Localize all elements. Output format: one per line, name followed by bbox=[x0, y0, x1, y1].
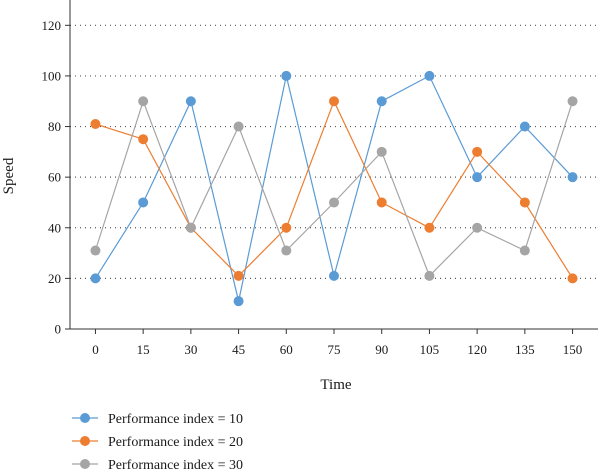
data-point bbox=[233, 270, 244, 281]
legend-marker bbox=[80, 459, 90, 469]
data-point bbox=[376, 146, 387, 157]
legend-label: Performance index = 10 bbox=[108, 412, 243, 427]
y-tick-label: 120 bbox=[42, 18, 62, 33]
x-tick-label: 0 bbox=[92, 342, 99, 357]
data-point bbox=[329, 270, 339, 281]
data-point bbox=[376, 197, 387, 208]
data-point bbox=[281, 70, 292, 81]
data-point bbox=[233, 296, 244, 307]
data-point bbox=[90, 245, 101, 256]
series-3 bbox=[90, 96, 578, 281]
y-tick-label: 80 bbox=[48, 119, 61, 134]
x-tick-label: 120 bbox=[467, 342, 487, 357]
data-point bbox=[472, 222, 483, 233]
series-1 bbox=[90, 70, 578, 307]
legend-label: Performance index = 30 bbox=[108, 458, 243, 473]
grid-lines bbox=[70, 24, 598, 279]
x-tick-label: 150 bbox=[563, 342, 583, 357]
x-tick-label: 135 bbox=[515, 342, 535, 357]
data-point bbox=[90, 273, 101, 284]
y-tick-label: 20 bbox=[48, 271, 61, 286]
y-axis-label: Speed bbox=[1, 157, 17, 194]
series-line bbox=[94, 99, 574, 277]
data-point bbox=[329, 197, 339, 208]
x-tick-label: 45 bbox=[232, 342, 245, 357]
legend-item: Performance index = 30 bbox=[72, 458, 243, 473]
series-2 bbox=[90, 96, 578, 284]
legend-marker bbox=[80, 436, 90, 446]
data-point bbox=[567, 273, 578, 284]
series-line bbox=[94, 75, 574, 302]
y-tick-label: 40 bbox=[48, 220, 61, 235]
series-group bbox=[90, 70, 578, 307]
y-tick-label: 60 bbox=[48, 170, 61, 185]
data-point bbox=[472, 172, 483, 183]
x-axis-label: Time bbox=[320, 377, 351, 393]
x-tick-labels: 0 15 30 45 60 75 90 105 120 135 150 bbox=[92, 342, 582, 357]
legend-label: Performance index = 20 bbox=[108, 435, 243, 450]
data-point bbox=[329, 96, 339, 107]
data-point bbox=[90, 119, 101, 130]
data-point bbox=[567, 96, 578, 107]
legend: Performance index = 10 Performance index … bbox=[72, 412, 243, 473]
data-point bbox=[138, 96, 149, 107]
x-tick-label: 30 bbox=[184, 342, 197, 357]
data-point bbox=[185, 222, 196, 233]
data-point bbox=[424, 70, 435, 81]
x-tick-label: 90 bbox=[375, 342, 388, 357]
data-point bbox=[472, 146, 483, 157]
legend-item: Performance index = 20 bbox=[72, 435, 243, 450]
data-point bbox=[185, 96, 196, 107]
x-tick-label: 75 bbox=[328, 342, 341, 357]
axes bbox=[65, 0, 598, 334]
x-tick-label: 105 bbox=[420, 342, 440, 357]
series-line bbox=[95, 99, 574, 279]
data-point bbox=[567, 172, 578, 183]
legend-marker bbox=[80, 413, 90, 423]
data-point bbox=[138, 197, 149, 208]
x-tick-label: 60 bbox=[280, 342, 293, 357]
data-point bbox=[424, 270, 435, 281]
legend-item: Performance index = 10 bbox=[72, 412, 243, 427]
data-point bbox=[519, 197, 530, 208]
data-point bbox=[376, 96, 387, 107]
data-point bbox=[233, 121, 244, 132]
y-tick-label: 100 bbox=[42, 68, 62, 83]
data-point bbox=[424, 222, 435, 233]
x-tick-label: 15 bbox=[137, 342, 150, 357]
y-tick-label: 0 bbox=[55, 322, 62, 337]
data-point bbox=[519, 121, 530, 132]
y-tick-labels: 0 20 40 60 80 100 120 bbox=[42, 18, 62, 337]
data-point bbox=[281, 245, 292, 256]
data-point bbox=[519, 245, 530, 256]
data-point bbox=[138, 134, 149, 145]
data-point bbox=[281, 222, 292, 233]
